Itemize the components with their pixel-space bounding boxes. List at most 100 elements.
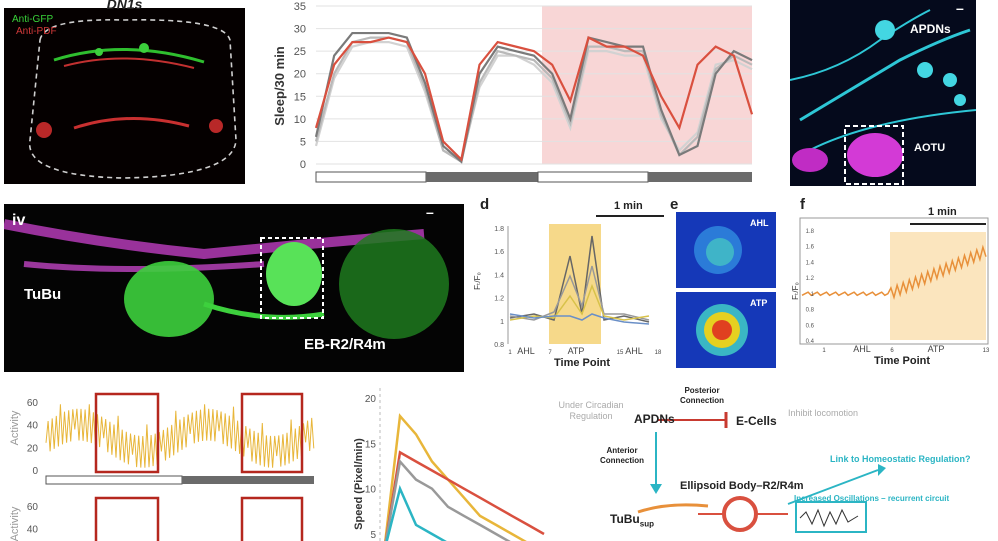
y-tick-label: 60: [27, 502, 39, 513]
legend-anti-pdf: Anti-PDF: [16, 26, 57, 37]
highlight-box: [240, 392, 304, 474]
atp-window: [549, 224, 601, 344]
anterior-text: Anterior: [606, 446, 638, 455]
label-posterior: Posterior Connection: [672, 386, 732, 406]
panel-d-ylabel: Fₜ/F₀: [474, 272, 482, 290]
panel-f-scale: 1 min: [928, 206, 957, 218]
panel-f-letter: f: [800, 196, 805, 213]
y-tick-label: 1: [811, 292, 815, 298]
highlight-box: [94, 392, 160, 474]
tubu-micrograph: [4, 204, 464, 372]
y-tick-label: 30: [294, 24, 306, 36]
anterior-connection-text: Connection: [600, 456, 644, 465]
panel-e: e AHL ATP: [670, 196, 778, 368]
scale-bar: –: [426, 204, 434, 220]
label-e-cells: E-Cells: [736, 414, 777, 428]
atp-heatmap: [676, 292, 776, 368]
y-tick-label: 1.6: [494, 249, 504, 256]
speed-series-line: [385, 484, 447, 541]
dark-bar: [182, 476, 314, 484]
panel-d-scale: 1 min: [614, 200, 643, 212]
panel-d-xlabel: Time Point: [554, 357, 610, 369]
shaded-region: [542, 6, 752, 164]
label-ahl: AHL: [750, 218, 769, 228]
panel-d-letter: d: [480, 196, 490, 213]
y-tick-label: 40: [27, 421, 39, 432]
y-tick-label: 1.2: [806, 276, 815, 282]
y-tick-label: 10: [365, 485, 377, 496]
circuit-diagram: Under Circadian Regulation APDNs Posteri…: [548, 384, 998, 541]
label-apdns: APDNs: [634, 412, 675, 426]
legend-anti-gfp: Anti-GFP: [12, 14, 54, 25]
dn1s-title: DN1s: [4, 0, 245, 12]
tubu-text: TuBu: [610, 512, 640, 526]
panel-f: Fₜ/F₀ Time Point 1.8 1.6 1.4 1.2 1 0.8 0.6 0.4 …: [790, 196, 994, 372]
label-link-homeostatic: Link to Homeostatic Regulation?: [830, 454, 971, 464]
panel-f-xlabel: Time Point: [874, 355, 930, 367]
y-tick-label: 1.6: [806, 245, 815, 251]
scale-bar: –: [956, 0, 964, 16]
label-inhibit: Inhibit locomotion: [788, 408, 859, 418]
y-tick-label: 5: [370, 530, 376, 541]
x-tick-label: AHL: [517, 346, 535, 356]
tubu-sub-text: sup: [639, 519, 654, 529]
activity-ylabel-2: Activity: [9, 506, 21, 541]
speed-chart: 5 10 15 20 Speed (Pixel/min): [353, 388, 545, 541]
x-tick-label: 7: [548, 350, 552, 356]
y-tick-label: 1.4: [806, 260, 815, 266]
y-tick-label: 0.8: [806, 308, 815, 314]
apdns-micrograph: [790, 0, 976, 186]
label-ellipsoid: Ellipsoid Body–R2/R4m: [680, 480, 804, 492]
label-eb-r2-r4m: EB-R2/R4m: [304, 336, 386, 353]
activity-ylabel: Activity: [9, 410, 21, 445]
dark-bar: [426, 172, 538, 182]
label-oscillations: Increased Oscillations – recurrent circu…: [794, 494, 950, 503]
y-tick-label: 10: [294, 114, 306, 126]
y-tick-label: 60: [27, 398, 39, 409]
x-tick-label: 15: [617, 350, 624, 356]
x-tick-label: AHL: [625, 346, 643, 356]
y-tick-label: 15: [294, 91, 306, 103]
panel-f-chart: Fₜ/F₀ Time Point 1.81.61.41.210.80.60.4 …: [791, 217, 990, 367]
x-tick-label: 6: [890, 348, 894, 354]
y-tick-label: 20: [27, 443, 39, 454]
speed-series-line: [384, 458, 511, 541]
panel-d: Fₜ/F₀ Time Point 1.8 1.6 1.4 1.2 1 0.8 1 AHL 7 A…: [474, 196, 670, 372]
dark-bar: [648, 172, 752, 182]
y-tick-label: 20: [365, 394, 377, 405]
label-atp: ATP: [750, 298, 768, 308]
speed-series-line: [384, 413, 527, 541]
y-tick-label: 1.4: [494, 272, 504, 279]
x-tick-label: 1: [822, 348, 826, 354]
panel-d-chart: Fₜ/F₀ Time Point 1.8 1.6 1.4 1.2 1 0.8 1 AHL 7 A…: [474, 215, 664, 369]
y-tick-label: 20: [294, 69, 306, 81]
speed-ylabel: Speed (Pixel/min): [353, 438, 365, 530]
apdns-image-panel: APDNs AOTU –: [790, 0, 976, 186]
y-tick-label: 0.4: [806, 339, 815, 345]
activity-chart: Activity Activity 0 20 40 60 40 60: [9, 392, 315, 541]
label-tubu: TuBu: [24, 286, 62, 303]
light-bar: [315, 171, 427, 183]
sleep-ylabel: Sleep/30 min: [272, 46, 287, 126]
y-tick-label: 1.8: [494, 226, 504, 233]
panel-f-ylabel: Fₜ/F₀: [791, 282, 800, 300]
y-tick-label: 0.6: [806, 323, 815, 329]
x-tick-label: ATP: [568, 346, 585, 356]
panel-label-iv: iv: [12, 212, 26, 229]
x-tick-label: 13: [983, 348, 990, 354]
y-tick-label: 35: [294, 1, 306, 13]
sleep-series-line: [314, 31, 753, 164]
label-under-circadian: Under Circadian Regulation: [556, 400, 626, 422]
y-tick-label: 0.8: [494, 342, 504, 349]
ahl-heatmap: [676, 212, 776, 288]
y-tick-label: 40: [27, 525, 39, 536]
atp-window: [890, 232, 986, 340]
sleep-chart: 0 5 10 15 20 25 30 35 Sleep/30 min: [272, 1, 754, 183]
speed-panel: 5 10 15 20 Speed (Pixel/min): [350, 384, 550, 541]
under-circadian-text: Under Circadian: [558, 400, 624, 410]
y-tick-label: 1: [500, 319, 504, 326]
dn1s-micrograph: [4, 0, 245, 184]
y-tick-label: 0: [300, 159, 306, 171]
x-tick-label: ATP: [928, 344, 945, 354]
light-bar: [537, 171, 649, 183]
